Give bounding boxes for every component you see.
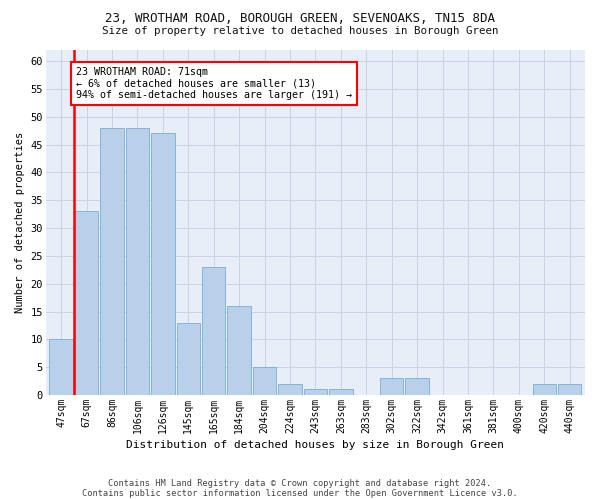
Text: Contains HM Land Registry data © Crown copyright and database right 2024.: Contains HM Land Registry data © Crown c… xyxy=(109,478,491,488)
Bar xyxy=(558,384,581,395)
Text: 23, WROTHAM ROAD, BOROUGH GREEN, SEVENOAKS, TN15 8DA: 23, WROTHAM ROAD, BOROUGH GREEN, SEVENOA… xyxy=(105,12,495,26)
Bar xyxy=(380,378,403,395)
Bar xyxy=(100,128,124,395)
Bar xyxy=(125,128,149,395)
Bar xyxy=(304,390,327,395)
Bar xyxy=(533,384,556,395)
Text: 23 WROTHAM ROAD: 71sqm
← 6% of detached houses are smaller (13)
94% of semi-deta: 23 WROTHAM ROAD: 71sqm ← 6% of detached … xyxy=(76,66,352,100)
Bar xyxy=(406,378,429,395)
X-axis label: Distribution of detached houses by size in Borough Green: Distribution of detached houses by size … xyxy=(127,440,505,450)
Text: Size of property relative to detached houses in Borough Green: Size of property relative to detached ho… xyxy=(102,26,498,36)
Bar xyxy=(49,340,73,395)
Bar xyxy=(253,367,276,395)
Bar xyxy=(227,306,251,395)
Bar xyxy=(329,390,353,395)
Bar xyxy=(202,267,226,395)
Text: Contains public sector information licensed under the Open Government Licence v3: Contains public sector information licen… xyxy=(82,488,518,498)
Bar xyxy=(151,134,175,395)
Y-axis label: Number of detached properties: Number of detached properties xyxy=(15,132,25,313)
Bar xyxy=(278,384,302,395)
Bar xyxy=(176,322,200,395)
Bar xyxy=(75,212,98,395)
